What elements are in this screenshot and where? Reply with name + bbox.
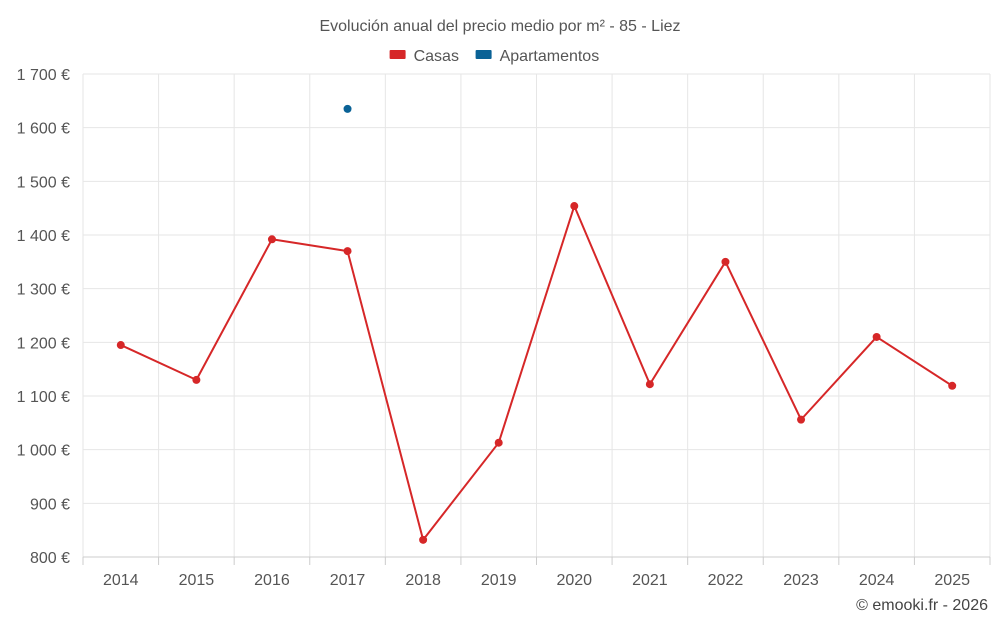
legend: Casas Apartamentos [389, 48, 600, 65]
data-point-casas [192, 375, 201, 384]
series-line-casas [120, 205, 953, 541]
x-tick-label: 2020 [556, 572, 592, 589]
y-tick-label: 900 € [30, 496, 70, 513]
x-tick-label: 2014 [103, 572, 139, 589]
x-tick-label: 2025 [934, 572, 970, 589]
data-point-casas [721, 257, 730, 266]
data-point-casas [948, 381, 957, 390]
legend-label-apartamentos: Apartamentos [500, 48, 600, 65]
y-tick-label: 1 400 € [17, 228, 70, 245]
data-point-casas [116, 341, 125, 350]
data-point-casas [343, 247, 352, 256]
legend-label-casas: Casas [414, 48, 459, 65]
data-point-casas [872, 332, 881, 341]
x-tick-label: 2023 [783, 572, 819, 589]
gridlines [82, 73, 991, 557]
y-tick-label: 1 100 € [17, 389, 70, 406]
y-tick-label: 1 600 € [17, 121, 70, 138]
y-tick-label: 1 000 € [17, 443, 70, 460]
x-tick-label: 2019 [481, 572, 517, 589]
x-tick-label: 2024 [859, 572, 895, 589]
x-tick-label: 2015 [179, 572, 215, 589]
x-tick-label: 2017 [330, 572, 366, 589]
y-axis: 800 € 900 € 1 000 € 1 100 € 1 200 € 1 300 € 1 … [17, 67, 70, 567]
y-tick-label: 1 500 € [17, 174, 70, 191]
x-axis: 2014 2015 2016 2017 2018 2019 2020 2021 2022 2023… [82, 556, 991, 589]
data-point-casas [645, 380, 654, 389]
data-point-casas [419, 535, 428, 544]
y-tick-label: 1 700 € [17, 67, 70, 84]
x-tick-label: 2016 [254, 572, 290, 589]
y-tick-label: 1 200 € [17, 335, 70, 352]
data-point-casas [797, 415, 806, 424]
data-point-casas [570, 202, 579, 211]
chart-title: Evolución anual del precio medio por m² … [319, 18, 680, 35]
legend-swatch-casas [389, 50, 406, 59]
x-tick-label: 2021 [632, 572, 668, 589]
credit-text: © emooki.fr - 2026 [856, 597, 988, 614]
data-point-casas [494, 438, 503, 447]
data-point-apartamentos [343, 104, 352, 113]
y-tick-label: 800 € [30, 550, 70, 567]
y-tick-label: 1 300 € [17, 282, 70, 299]
legend-swatch-apartamentos [475, 50, 492, 59]
series-layer [116, 104, 957, 544]
x-tick-label: 2018 [405, 572, 441, 589]
data-point-casas [267, 235, 276, 244]
x-tick-label: 2022 [708, 572, 744, 589]
